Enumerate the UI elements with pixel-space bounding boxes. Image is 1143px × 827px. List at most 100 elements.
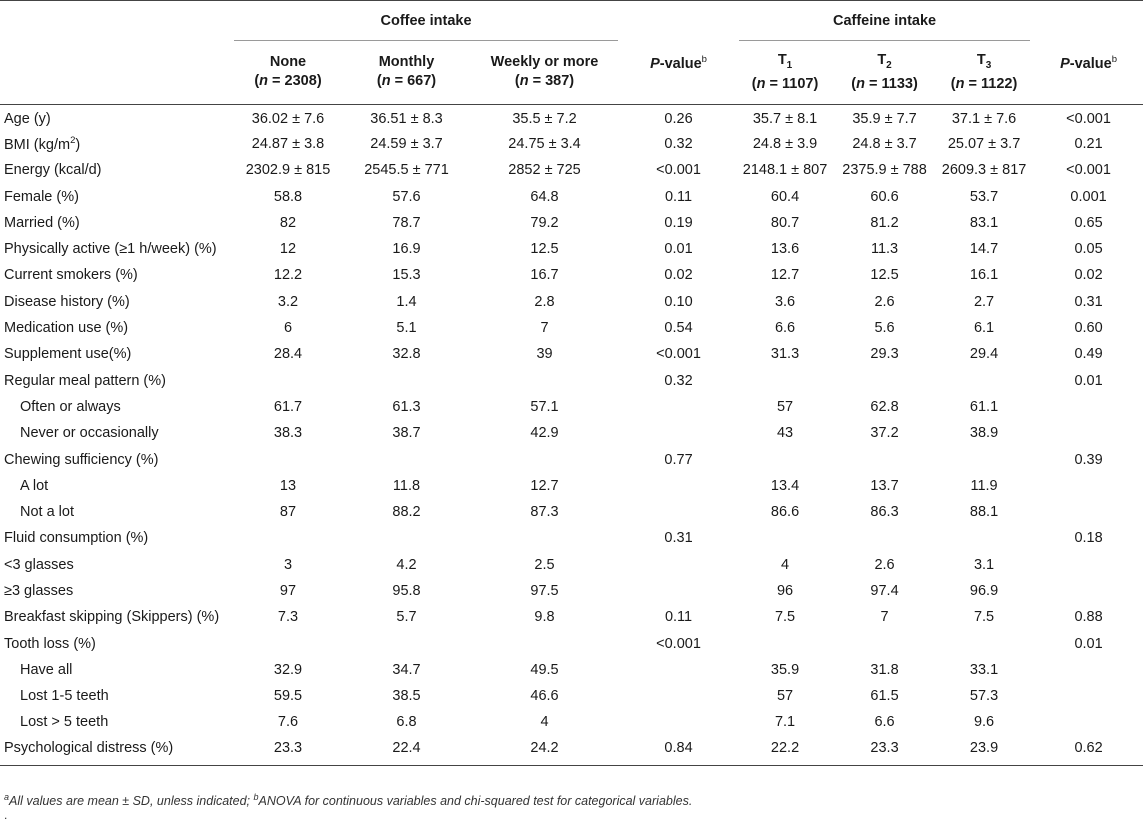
table-row: Medication use (%) 6 5.1 7 0.54 6.6 5.6 6.1 0.60	[0, 315, 1143, 341]
table-cell: 87.3	[530, 504, 559, 521]
table-cell: 38.7	[392, 425, 421, 442]
table-cell	[622, 394, 735, 420]
caffeine-col-header-2: T3 (n = 1122)	[934, 40, 1035, 105]
table-cell: 2.5	[534, 556, 555, 573]
table-cell: 0.65	[1074, 214, 1103, 231]
caffeine-col-0-subscript: 1	[786, 59, 793, 71]
row-label: Disease history (%)	[4, 293, 130, 310]
caffeine-col-2-subscript: 3	[985, 59, 992, 71]
table-cell	[622, 683, 735, 709]
table-cell: 0.62	[1074, 740, 1103, 757]
label-col-header	[0, 40, 230, 105]
table-cell: 22.4	[392, 740, 421, 757]
table-cell: 0.18	[1074, 530, 1103, 547]
bottom-rule	[0, 765, 1143, 767]
footnote-b-mark: b	[253, 792, 259, 802]
p-symbol: P	[650, 56, 660, 73]
table-cell: 0.60	[1074, 320, 1103, 337]
table-cell: 2852 ± 725	[508, 162, 581, 179]
p-superscript: b	[1111, 54, 1117, 66]
table-cell: 0.02	[664, 267, 693, 284]
table-cell: 0.88	[1074, 609, 1103, 626]
table-cell: 11.8	[392, 477, 421, 494]
table-cell: 4.2	[396, 556, 417, 573]
table-cell: 57.6	[392, 188, 421, 205]
n-symbol: n	[756, 75, 766, 92]
table-cell	[230, 367, 346, 393]
table-row: Regular meal pattern (%) 0.32 0.01	[0, 367, 1143, 393]
table-cell: 0.84	[664, 740, 693, 757]
caffeine-group-header: Caffeine intake	[735, 0, 1035, 41]
n-symbol: n	[381, 73, 391, 90]
table-cell: 32.9	[273, 661, 303, 678]
row-label: Married (%)	[4, 214, 80, 231]
table-cell	[1034, 657, 1143, 683]
row-label: Have all	[20, 661, 73, 678]
coffee-pvalue-header-label: P-valueb	[622, 50, 735, 74]
table-cell	[835, 367, 934, 393]
row-label: Current smokers (%)	[4, 267, 138, 284]
table-cell	[1034, 709, 1143, 735]
table-cell: 38.3	[273, 425, 303, 442]
trailing-dot: .	[4, 808, 8, 822]
caffeine-col-1-n: (n = 1133)	[851, 75, 918, 92]
caffeine-col-0-title: T1	[735, 51, 835, 75]
table-cell: 7.3	[277, 609, 299, 626]
table-cell: 35.9	[770, 661, 800, 678]
table-cell	[622, 552, 735, 578]
row-label: Never or occasionally	[20, 425, 159, 442]
table-cell: 57	[776, 688, 794, 705]
footnote-b-text: ANOVA for continuous variables and chi-s…	[258, 794, 693, 809]
table-cell: 97	[279, 582, 297, 599]
table-cell: 15.3	[392, 267, 421, 284]
table-cell: 81.2	[870, 214, 899, 231]
table-cell: 14.7	[969, 241, 999, 258]
table-cell: 33.1	[969, 661, 999, 678]
table-cell: 32.8	[392, 346, 421, 363]
table-cell: 28.4	[273, 346, 303, 363]
table-cell	[934, 446, 1034, 472]
coffee-col-1-title: Monthly	[346, 53, 467, 72]
table-cell: 64.8	[530, 188, 559, 205]
table-cell: 0.01	[1074, 372, 1103, 389]
table-cell: 24.59 ± 3.7	[370, 135, 443, 152]
caffeine-col-1-name: T	[877, 51, 887, 68]
table-row: Energy (kcal/d) 2302.9 ± 815 2545.5 ± 771 2…	[0, 157, 1143, 183]
table-cell: 12.5	[870, 267, 899, 284]
corner-cell	[0, 0, 230, 41]
coffee-col-2-title: Weekly or more	[467, 53, 622, 72]
caffeine-col-2-title: T3	[934, 51, 1034, 75]
table-row: Lost 1-5 teeth 59.5 38.5 46.6 57 61.5 57.3	[0, 683, 1143, 709]
coffee-col-0-title: None	[230, 53, 346, 72]
table-cell: 83.1	[969, 214, 999, 231]
caffeine-col-1-subscript: 2	[886, 59, 892, 71]
table-cell	[934, 367, 1034, 393]
row-label: Physically active (≥1 h/week) (%)	[4, 241, 217, 258]
row-label: BMI (kg/m2)	[4, 135, 81, 153]
table-cell: 61.5	[870, 688, 899, 705]
table-cell: 29.3	[870, 346, 899, 363]
table-cell: <0.001	[656, 162, 701, 179]
table-cell	[735, 446, 835, 472]
coffee-group-header: Coffee intake	[230, 0, 623, 41]
table-cell: 5.1	[396, 320, 417, 337]
table-cell	[1034, 552, 1143, 578]
table-row: Often or always 61.7 61.3 57.1 57 62.8 61.1	[0, 394, 1143, 420]
coffee-col-1-name: Monthly	[378, 54, 435, 71]
table-cell: 0.54	[664, 320, 693, 337]
table-cell	[230, 446, 346, 472]
table-cell: 2.7	[973, 293, 995, 310]
coffee-col-2-name: Weekly or more	[490, 54, 599, 71]
table-cell: 6.6	[874, 714, 895, 731]
table-cell	[934, 630, 1034, 656]
p-text: -value	[659, 56, 702, 73]
row-label: Regular meal pattern (%)	[4, 372, 166, 389]
table-cell: 4	[780, 556, 790, 573]
table-cell: 5.7	[396, 609, 417, 626]
table-row: Psychological distress (%) 23.3 22.4 24.2 0.…	[0, 736, 1143, 766]
table-cell: 0.11	[664, 188, 693, 205]
table-row: Never or occasionally 38.3 38.7 42.9 43 37.2 3…	[0, 420, 1143, 446]
table-cell: 0.05	[1074, 241, 1103, 258]
coffee-group-label: Coffee intake	[380, 12, 472, 29]
table-row: Chewing sufficiency (%) 0.77 0.39	[0, 446, 1143, 472]
